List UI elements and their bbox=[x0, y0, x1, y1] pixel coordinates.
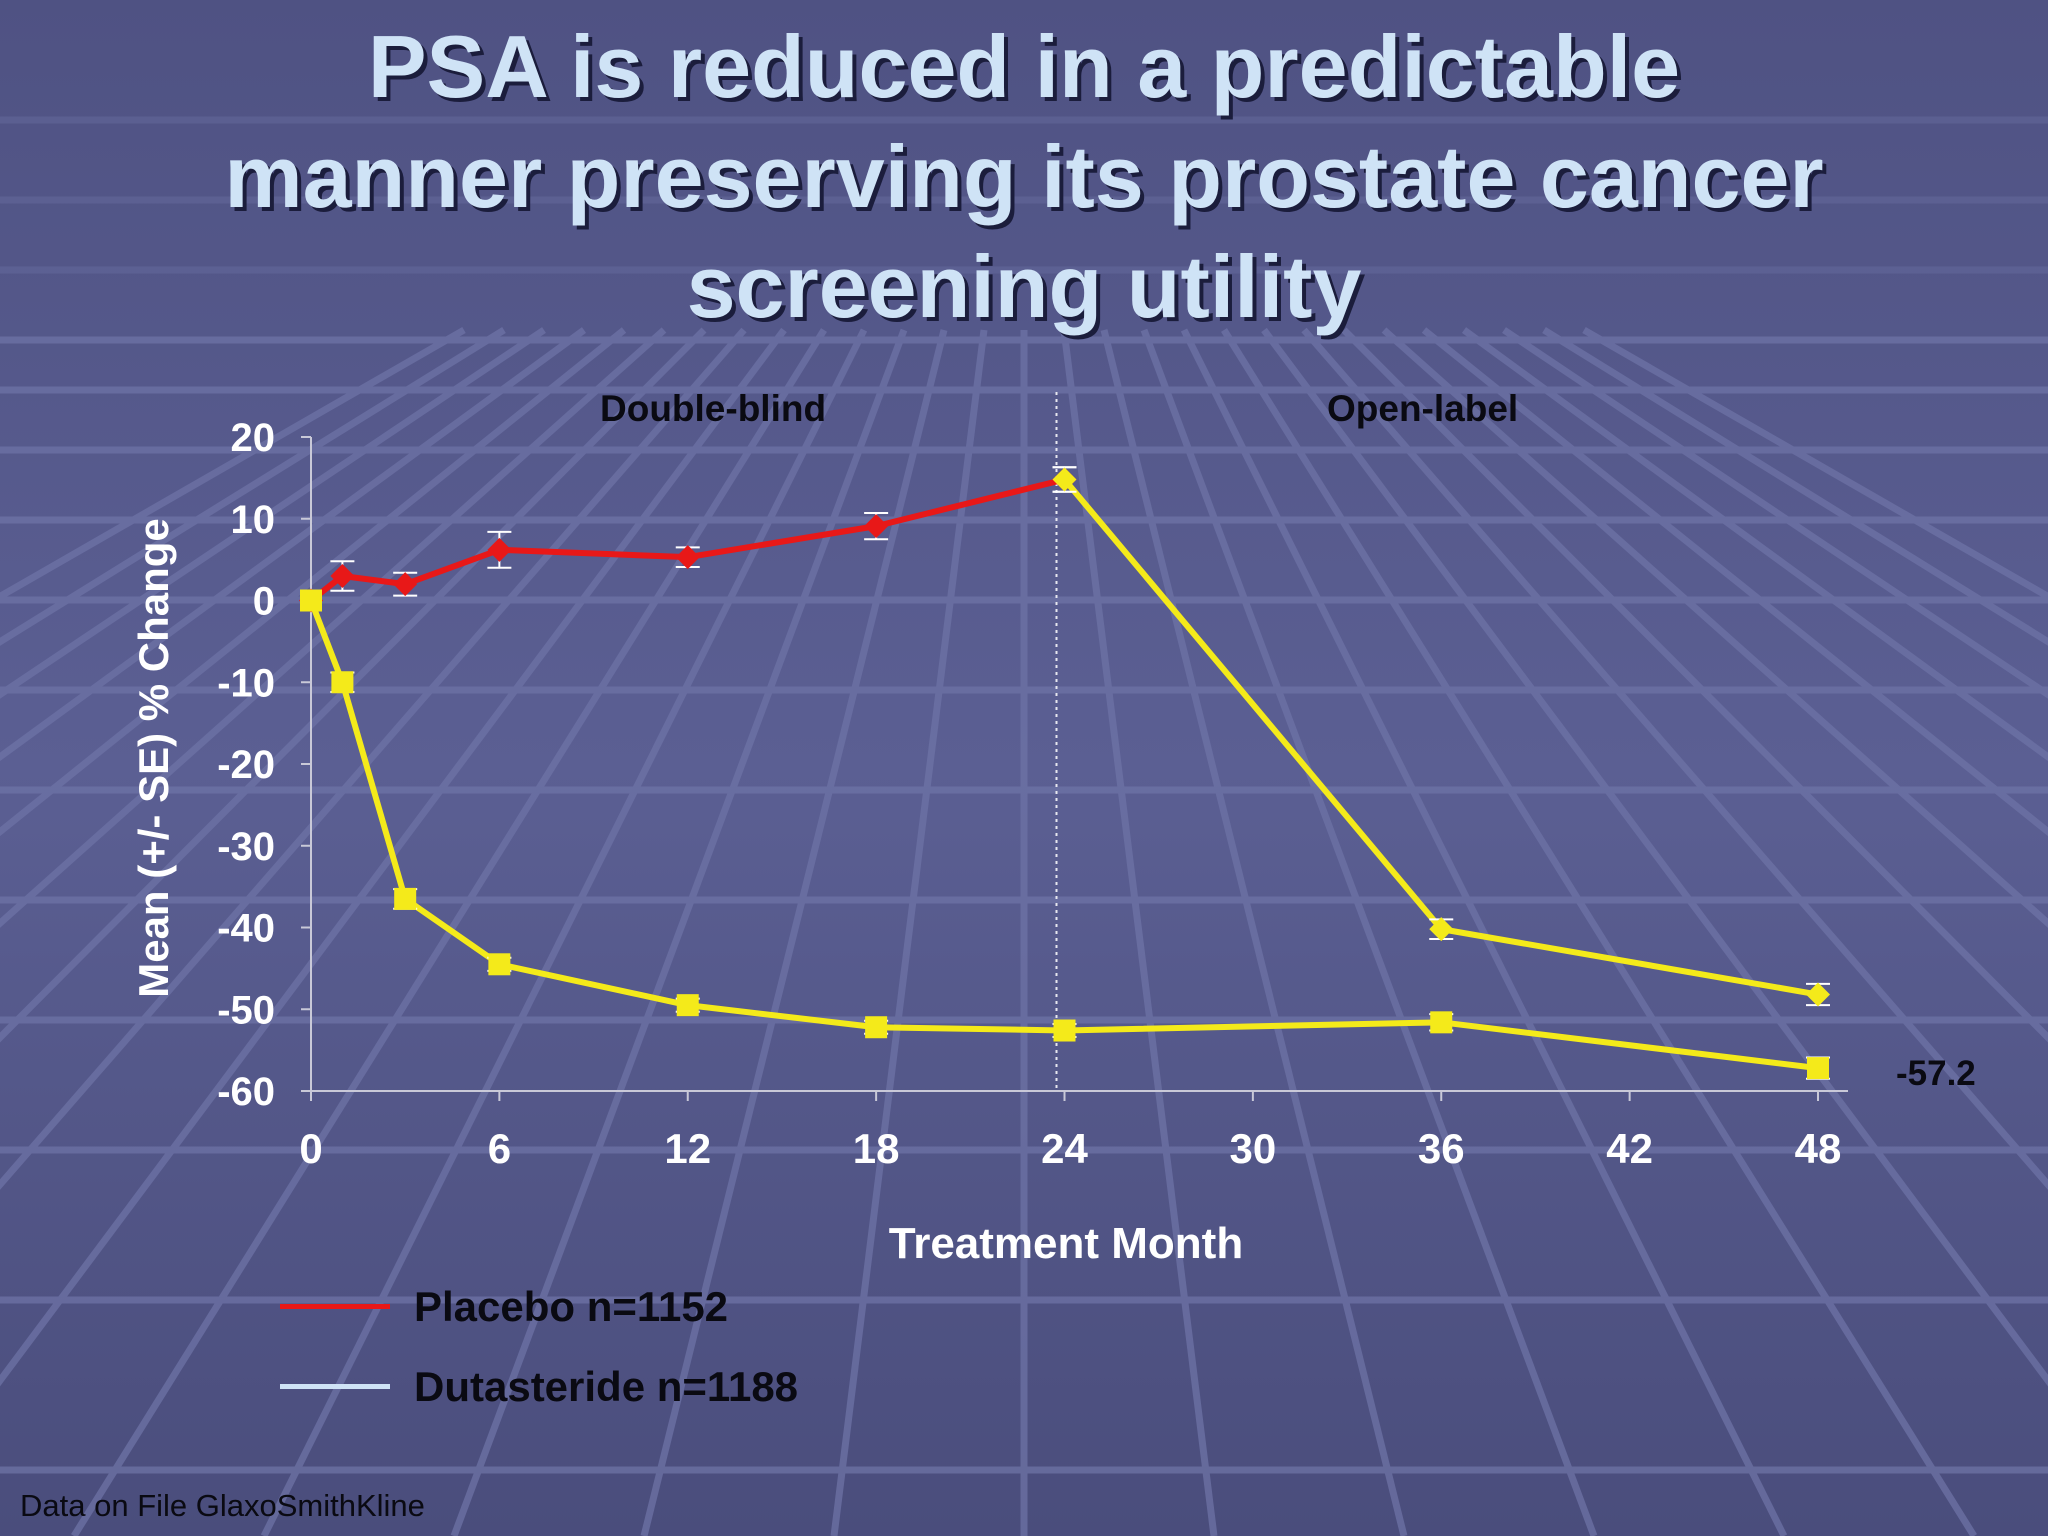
bg-grid-line bbox=[830, 329, 988, 1536]
x-tick-label: 42 bbox=[1606, 1125, 1653, 1172]
bg-grid-line bbox=[0, 327, 667, 928]
bg-grid-line bbox=[1180, 328, 1788, 1536]
bg-grid-line bbox=[71, 328, 827, 1536]
data-point-diamond bbox=[675, 545, 700, 570]
bg-grid-line bbox=[1221, 328, 1977, 1536]
series-1 bbox=[300, 589, 1830, 1080]
data-point-square bbox=[331, 671, 354, 694]
data-point-square bbox=[300, 589, 322, 612]
data-point-square bbox=[1430, 1011, 1453, 1034]
data-point-diamond bbox=[1806, 982, 1830, 1007]
y-tick-label: -60 bbox=[217, 1070, 275, 1114]
legend-label-dutasteride: Dutasteride n=1188 bbox=[414, 1363, 799, 1410]
bg-grid-line bbox=[1381, 327, 2048, 928]
y-tick-label: -20 bbox=[217, 743, 275, 787]
chart-axes: 20 10 0 -10 -20 -30 -40 -50 -60 0 6 12 18 24 30 36 42 48 bbox=[217, 392, 1848, 1172]
title-line-1: PSA is reduced in a predictable bbox=[367, 17, 1681, 116]
bg-grid-line bbox=[0, 327, 587, 762]
x-tick-label: 48 bbox=[1795, 1125, 1842, 1172]
bg-grid-line bbox=[1100, 329, 1408, 1536]
data-point-square bbox=[1807, 1057, 1829, 1080]
source-note: Data on File GlaxoSmithKline bbox=[20, 1488, 425, 1523]
data-point-diamond bbox=[1429, 917, 1454, 942]
y-tick-label: -30 bbox=[217, 825, 275, 869]
bg-grid-line bbox=[260, 328, 868, 1536]
chart-series bbox=[299, 466, 1830, 1080]
x-tick-label: 24 bbox=[1041, 1125, 1088, 1172]
x-tick-label: 12 bbox=[664, 1125, 711, 1172]
series-line bbox=[309, 476, 1066, 603]
legend-swatch-dutasteride bbox=[280, 1384, 390, 1389]
bg-grid-line bbox=[0, 327, 787, 1387]
data-point-square bbox=[394, 887, 417, 910]
title-line-3: screening utility bbox=[686, 237, 1362, 336]
data-point-square bbox=[1053, 1019, 1076, 1042]
data-point-diamond bbox=[864, 514, 889, 539]
y-tick-label: 0 bbox=[253, 580, 275, 624]
x-tick-label: 36 bbox=[1418, 1125, 1465, 1172]
y-tick-label: 10 bbox=[231, 498, 276, 542]
phase-label-open-label: Open-label bbox=[1327, 388, 1519, 429]
data-point-diamond bbox=[487, 537, 512, 562]
x-tick-label: 0 bbox=[299, 1125, 322, 1172]
series-0 bbox=[299, 466, 1077, 613]
end-value-label: -57.2 bbox=[1896, 1054, 1976, 1093]
bg-grid-line bbox=[0, 327, 627, 837]
legend-swatch-placebo bbox=[280, 1304, 390, 1309]
bg-grid-line bbox=[1341, 327, 2048, 1043]
data-point-square bbox=[488, 953, 511, 976]
series-line bbox=[308, 599, 1819, 1072]
y-tick-label: -40 bbox=[217, 907, 275, 951]
bg-grid-line bbox=[1060, 329, 1218, 1536]
bg-grid-line bbox=[640, 329, 948, 1536]
x-tick-label: 18 bbox=[853, 1125, 900, 1172]
bg-grid-line bbox=[1502, 327, 2048, 699]
x-axis-label: Treatment Month bbox=[889, 1219, 1243, 1268]
page-title: PSA is reduced in a predictable manner p… bbox=[0, 12, 2048, 342]
bg-grid-line bbox=[1461, 327, 2048, 762]
bg-grid-line bbox=[0, 327, 546, 699]
bg-grid-line bbox=[1301, 327, 2048, 1190]
y-tick-label: 20 bbox=[231, 416, 276, 460]
y-tick-label: -10 bbox=[217, 661, 275, 705]
title-line-2: manner preserving its prostate cancer bbox=[224, 127, 1824, 226]
bg-grid-line bbox=[0, 326, 466, 601]
bg-grid-line bbox=[0, 327, 747, 1190]
phase-label-double-blind: Double-blind bbox=[600, 388, 827, 429]
data-point-square bbox=[865, 1016, 888, 1039]
data-point-square bbox=[676, 994, 699, 1017]
x-tick-label: 6 bbox=[488, 1125, 511, 1172]
bg-grid-line bbox=[1261, 327, 2048, 1387]
series-2 bbox=[1052, 466, 1830, 1007]
data-point-diamond bbox=[330, 563, 355, 588]
legend-label-placebo: Placebo n=1152 bbox=[414, 1283, 729, 1330]
y-axis-label: Mean (+/- SE) % Change bbox=[130, 518, 177, 998]
x-tick-label: 30 bbox=[1230, 1125, 1277, 1172]
bg-grid-line bbox=[0, 327, 506, 646]
bg-grid-line bbox=[1421, 327, 2048, 837]
bg-grid-line bbox=[1542, 327, 2048, 646]
data-point-diamond bbox=[1052, 467, 1077, 492]
bg-grid-line bbox=[1140, 328, 1598, 1536]
data-point-diamond bbox=[393, 572, 418, 597]
y-tick-label: -50 bbox=[217, 988, 275, 1032]
bg-grid-line bbox=[1582, 326, 2048, 601]
